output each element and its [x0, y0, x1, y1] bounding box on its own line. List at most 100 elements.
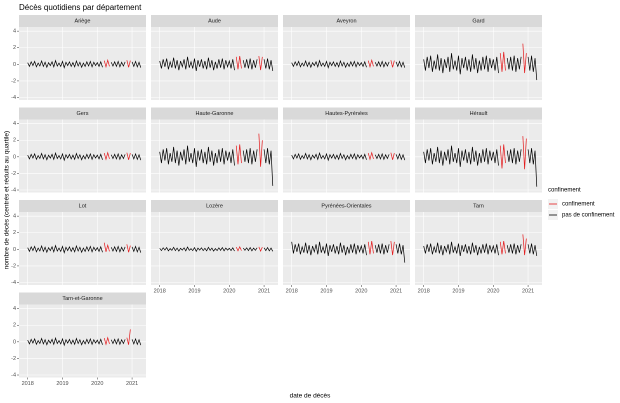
- legend-title: confinement: [548, 188, 581, 194]
- data-line: [367, 240, 374, 255]
- strip: [19, 292, 146, 305]
- y-tick-label: 0: [13, 339, 16, 345]
- data-line: [110, 337, 126, 346]
- legend-label: confinement: [562, 202, 595, 208]
- data-line: [131, 245, 142, 253]
- data-line: [159, 145, 235, 167]
- strip-label: Tarn-et-Garonne: [62, 296, 102, 302]
- strip-label: Lozère: [206, 203, 223, 209]
- strip-label: Ariège: [75, 18, 91, 24]
- strip: [415, 107, 542, 120]
- data-line: [423, 145, 499, 167]
- x-tick-label: 2018: [418, 288, 430, 294]
- strip-label: Aude: [208, 18, 221, 24]
- data-line: [499, 51, 506, 72]
- y-tick-label: 0: [13, 62, 16, 68]
- y-tick-label: -4: [11, 280, 16, 286]
- data-line: [242, 246, 258, 252]
- strip: [19, 200, 146, 212]
- x-tick-label: 2020: [487, 288, 499, 294]
- strip-label: Tarn: [473, 203, 484, 209]
- x-tick-label: 2019: [452, 288, 464, 294]
- x-tick-label: 2020: [223, 288, 235, 294]
- data-line: [126, 244, 131, 253]
- x-tick-label: 2018: [154, 288, 166, 294]
- strip-label: Gers: [77, 111, 89, 117]
- data-line: [263, 148, 274, 186]
- strip: [151, 107, 278, 120]
- strip: [283, 107, 410, 120]
- y-tick-label: -2: [11, 171, 16, 177]
- data-line: [110, 245, 126, 253]
- data-line: [126, 60, 131, 68]
- panel: [19, 27, 146, 100]
- data-line: [395, 60, 406, 68]
- data-line: [506, 148, 522, 165]
- strip-label: Hérault: [470, 111, 488, 117]
- panel: [19, 212, 146, 285]
- y-tick-label: 4: [13, 121, 16, 127]
- data-line: [103, 336, 110, 346]
- panel: [19, 304, 146, 378]
- panel: [283, 212, 410, 285]
- data-line: [27, 59, 103, 69]
- strip: [151, 15, 278, 27]
- y-axis-title: nombre de décès (centrés et réduits au q…: [4, 131, 11, 269]
- data-line: [390, 152, 395, 160]
- panel: [415, 119, 542, 193]
- data-line: [291, 151, 367, 162]
- data-line: [390, 60, 395, 68]
- x-tick-label: 2018: [22, 381, 34, 387]
- strip-label: Haute-Garonne: [196, 111, 234, 117]
- x-tick-label: 2019: [320, 288, 332, 294]
- data-line: [263, 58, 274, 72]
- x-axis-title: date de décès: [290, 393, 332, 400]
- data-line: [103, 151, 110, 161]
- data-line: [367, 58, 374, 69]
- strip-label: Aveyron: [336, 18, 356, 24]
- panel: [283, 27, 410, 100]
- data-line: [258, 133, 263, 167]
- data-line: [291, 59, 367, 69]
- data-line: [110, 60, 126, 68]
- data-line: [374, 243, 390, 255]
- x-tick-label: 2018: [286, 288, 298, 294]
- y-tick-label: -4: [11, 372, 16, 378]
- chart-title: Décès quotidiens par département: [19, 3, 142, 12]
- data-line: [423, 53, 499, 75]
- data-line: [103, 242, 110, 252]
- y-tick-label: -2: [11, 263, 16, 269]
- data-line: [423, 241, 499, 257]
- data-line: [27, 151, 103, 162]
- panel: [415, 212, 542, 285]
- data-line: [395, 243, 406, 263]
- y-tick-label: 2: [13, 45, 16, 51]
- data-line: [27, 244, 103, 254]
- data-line: [235, 55, 242, 70]
- strip: [415, 15, 542, 27]
- strip: [151, 200, 278, 212]
- x-tick-label: 2020: [355, 288, 367, 294]
- strip-label: Pyrénées-Orientales: [321, 203, 371, 209]
- y-tick-label: -2: [11, 356, 16, 362]
- data-line: [103, 58, 110, 69]
- strip: [415, 200, 542, 212]
- data-line: [367, 151, 374, 161]
- x-tick-label: 2021: [390, 288, 402, 294]
- y-tick-label: 0: [13, 247, 16, 253]
- data-line: [27, 336, 103, 347]
- x-tick-label: 2021: [126, 381, 138, 387]
- data-line: [235, 245, 242, 252]
- strip-label: Gard: [472, 18, 484, 24]
- y-tick-label: 4: [13, 29, 16, 35]
- x-tick-label: 2019: [56, 381, 68, 387]
- data-line: [522, 234, 527, 256]
- strip: [19, 107, 146, 120]
- panel: [283, 119, 410, 193]
- data-line: [522, 136, 527, 170]
- strip: [19, 15, 146, 27]
- y-tick-label: -4: [11, 187, 16, 193]
- data-line: [131, 60, 142, 68]
- data-line: [527, 55, 538, 81]
